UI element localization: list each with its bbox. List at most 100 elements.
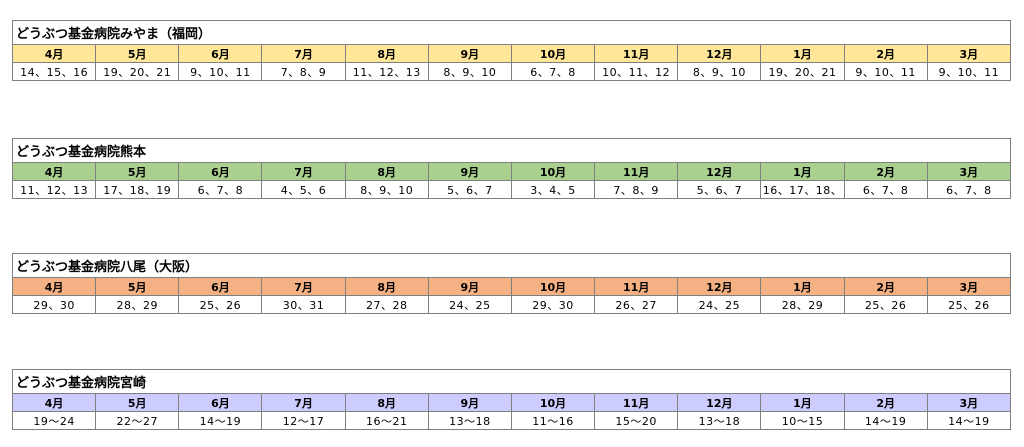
date-cell: 14、15、16	[11, 62, 97, 81]
month-header-cell: 5月	[95, 393, 180, 412]
month-header-cell: 4月	[11, 393, 97, 412]
month-header-cell: 1月	[760, 44, 845, 63]
schedule-table: どうぶつ基金病院熊本 4月 5月 6月 7月 8月 9月 10月 11月 12月 1月 2月 3月 11、…	[11, 138, 1012, 199]
month-header-cell: 6月	[178, 162, 263, 181]
date-cell: 6、7、8	[510, 62, 596, 81]
month-header-cell: 9月	[427, 277, 512, 296]
date-cell: 25、26	[178, 295, 263, 314]
month-header-cell: 9月	[427, 44, 512, 63]
month-header-cell: 12月	[677, 162, 762, 181]
date-cell: 3、4、5	[510, 180, 596, 199]
month-header-cell: 11月	[594, 44, 679, 63]
hospital-schedule-yao: どうぶつ基金病院八尾（大阪） 4月 5月 6月 7月 8月 9月 10月 11月 12月 1月 2月 3…	[11, 253, 1012, 314]
month-header-cell: 12月	[677, 393, 762, 412]
dates-row: 14、15、16 19、20、21 9、10、11 7、8、9 11、12、13 8、9、…	[11, 62, 1012, 81]
hospital-schedule-miyama: どうぶつ基金病院みやま（福岡） 4月 5月 6月 7月 8月 9月 10月 11月 12月 1月 2月…	[11, 20, 1012, 81]
date-cell: 6、7、8	[178, 180, 263, 199]
month-header-row: 4月 5月 6月 7月 8月 9月 10月 11月 12月 1月 2月 3月	[11, 44, 1012, 63]
month-header-cell: 1月	[760, 277, 845, 296]
month-header-cell: 1月	[760, 393, 845, 412]
date-cell: 10～15	[760, 411, 845, 430]
date-cell: 11、12、13	[11, 180, 97, 199]
month-header-cell: 5月	[95, 277, 180, 296]
dates-row: 11、12、13 17、18、19 6、7、8 4、5、6 8、9、10 5、6、7 3、4…	[11, 180, 1012, 199]
month-header-cell: 2月	[843, 393, 928, 412]
month-header-cell: 11月	[594, 393, 679, 412]
month-header-cell: 10月	[510, 44, 596, 63]
date-cell: 26、27	[594, 295, 679, 314]
date-cell: 7、8、9	[594, 180, 679, 199]
month-header-cell: 10月	[510, 393, 596, 412]
hospital-schedule-kumamoto: どうぶつ基金病院熊本 4月 5月 6月 7月 8月 9月 10月 11月 12月 1月 2月 3月 11、…	[11, 138, 1012, 199]
month-header-cell: 2月	[843, 44, 928, 63]
date-cell: 19、20、21	[95, 62, 180, 81]
hospital-name: どうぶつ基金病院八尾（大阪）	[12, 253, 1011, 278]
month-header-cell: 8月	[344, 277, 429, 296]
month-header-cell: 6月	[178, 44, 263, 63]
month-header-cell: 4月	[11, 277, 97, 296]
date-cell: 24、25	[677, 295, 762, 314]
date-cell: 28、29	[760, 295, 845, 314]
date-cell: 4、5、6	[261, 180, 346, 199]
hospital-schedule-miyazaki: どうぶつ基金病院宮崎 4月 5月 6月 7月 8月 9月 10月 11月 12月 1月 2月 3月 19～…	[11, 369, 1012, 430]
date-cell: 30、31	[261, 295, 346, 314]
month-header-cell: 6月	[178, 393, 263, 412]
date-cell: 7、8、9	[261, 62, 346, 81]
date-cell: 13～18	[677, 411, 762, 430]
month-header-cell: 5月	[95, 44, 180, 63]
date-cell: 11～16	[510, 411, 596, 430]
month-header-cell: 12月	[677, 44, 762, 63]
date-cell: 6、7、8	[843, 180, 928, 199]
date-cell: 15～20	[594, 411, 679, 430]
month-header-cell: 12月	[677, 277, 762, 296]
month-header-cell: 3月	[926, 44, 1012, 63]
date-cell: 16、17、18、	[760, 180, 845, 199]
date-cell: 27、28	[344, 295, 429, 314]
schedule-table: どうぶつ基金病院八尾（大阪） 4月 5月 6月 7月 8月 9月 10月 11月 12月 1月 2月 3…	[11, 253, 1012, 314]
date-cell: 10、11、12	[594, 62, 679, 81]
date-cell: 14～19	[178, 411, 263, 430]
hospital-name: どうぶつ基金病院熊本	[12, 138, 1011, 163]
month-header-cell: 7月	[261, 44, 346, 63]
month-header-cell: 9月	[427, 162, 512, 181]
date-cell: 28、29	[95, 295, 180, 314]
date-cell: 6、7、8	[926, 180, 1012, 199]
date-cell: 29、30	[11, 295, 97, 314]
date-cell: 25、26	[843, 295, 928, 314]
date-cell: 8、9、10	[344, 180, 429, 199]
month-header-cell: 3月	[926, 162, 1012, 181]
month-header-cell: 1月	[760, 162, 845, 181]
month-header-cell: 10月	[510, 277, 596, 296]
date-cell: 25、26	[926, 295, 1012, 314]
hospital-name: どうぶつ基金病院みやま（福岡）	[12, 20, 1011, 45]
month-header-row: 4月 5月 6月 7月 8月 9月 10月 11月 12月 1月 2月 3月	[11, 277, 1012, 296]
month-header-cell: 3月	[926, 277, 1012, 296]
month-header-cell: 8月	[344, 162, 429, 181]
date-cell: 17、18、19	[95, 180, 180, 199]
month-header-cell: 4月	[11, 44, 97, 63]
date-cell: 14～19	[843, 411, 928, 430]
month-header-row: 4月 5月 6月 7月 8月 9月 10月 11月 12月 1月 2月 3月	[11, 162, 1012, 181]
month-header-cell: 8月	[344, 44, 429, 63]
date-cell: 5、6、7	[677, 180, 762, 199]
month-header-row: 4月 5月 6月 7月 8月 9月 10月 11月 12月 1月 2月 3月	[11, 393, 1012, 412]
date-cell: 12～17	[261, 411, 346, 430]
date-cell: 9、10、11	[843, 62, 928, 81]
date-cell: 9、10、11	[926, 62, 1012, 81]
month-header-cell: 8月	[344, 393, 429, 412]
date-cell: 19、20、21	[760, 62, 845, 81]
date-cell: 14～19	[926, 411, 1012, 430]
schedule-table: どうぶつ基金病院宮崎 4月 5月 6月 7月 8月 9月 10月 11月 12月 1月 2月 3月 19～…	[11, 369, 1012, 430]
date-cell: 8、9、10	[427, 62, 512, 81]
date-cell: 13～18	[427, 411, 512, 430]
dates-row: 19～24 22～27 14～19 12～17 16～21 13～18 11～16 15～20…	[11, 411, 1012, 430]
date-cell: 24、25	[427, 295, 512, 314]
month-header-cell: 2月	[843, 162, 928, 181]
month-header-cell: 5月	[95, 162, 180, 181]
month-header-cell: 10月	[510, 162, 596, 181]
hospital-name: どうぶつ基金病院宮崎	[12, 369, 1011, 394]
title-row: どうぶつ基金病院八尾（大阪）	[12, 253, 1011, 278]
title-row: どうぶつ基金病院熊本	[12, 138, 1011, 163]
dates-row: 29、30 28、29 25、26 30、31 27、28 24、25 29、30 26、27…	[11, 295, 1012, 314]
date-cell: 11、12、13	[344, 62, 429, 81]
